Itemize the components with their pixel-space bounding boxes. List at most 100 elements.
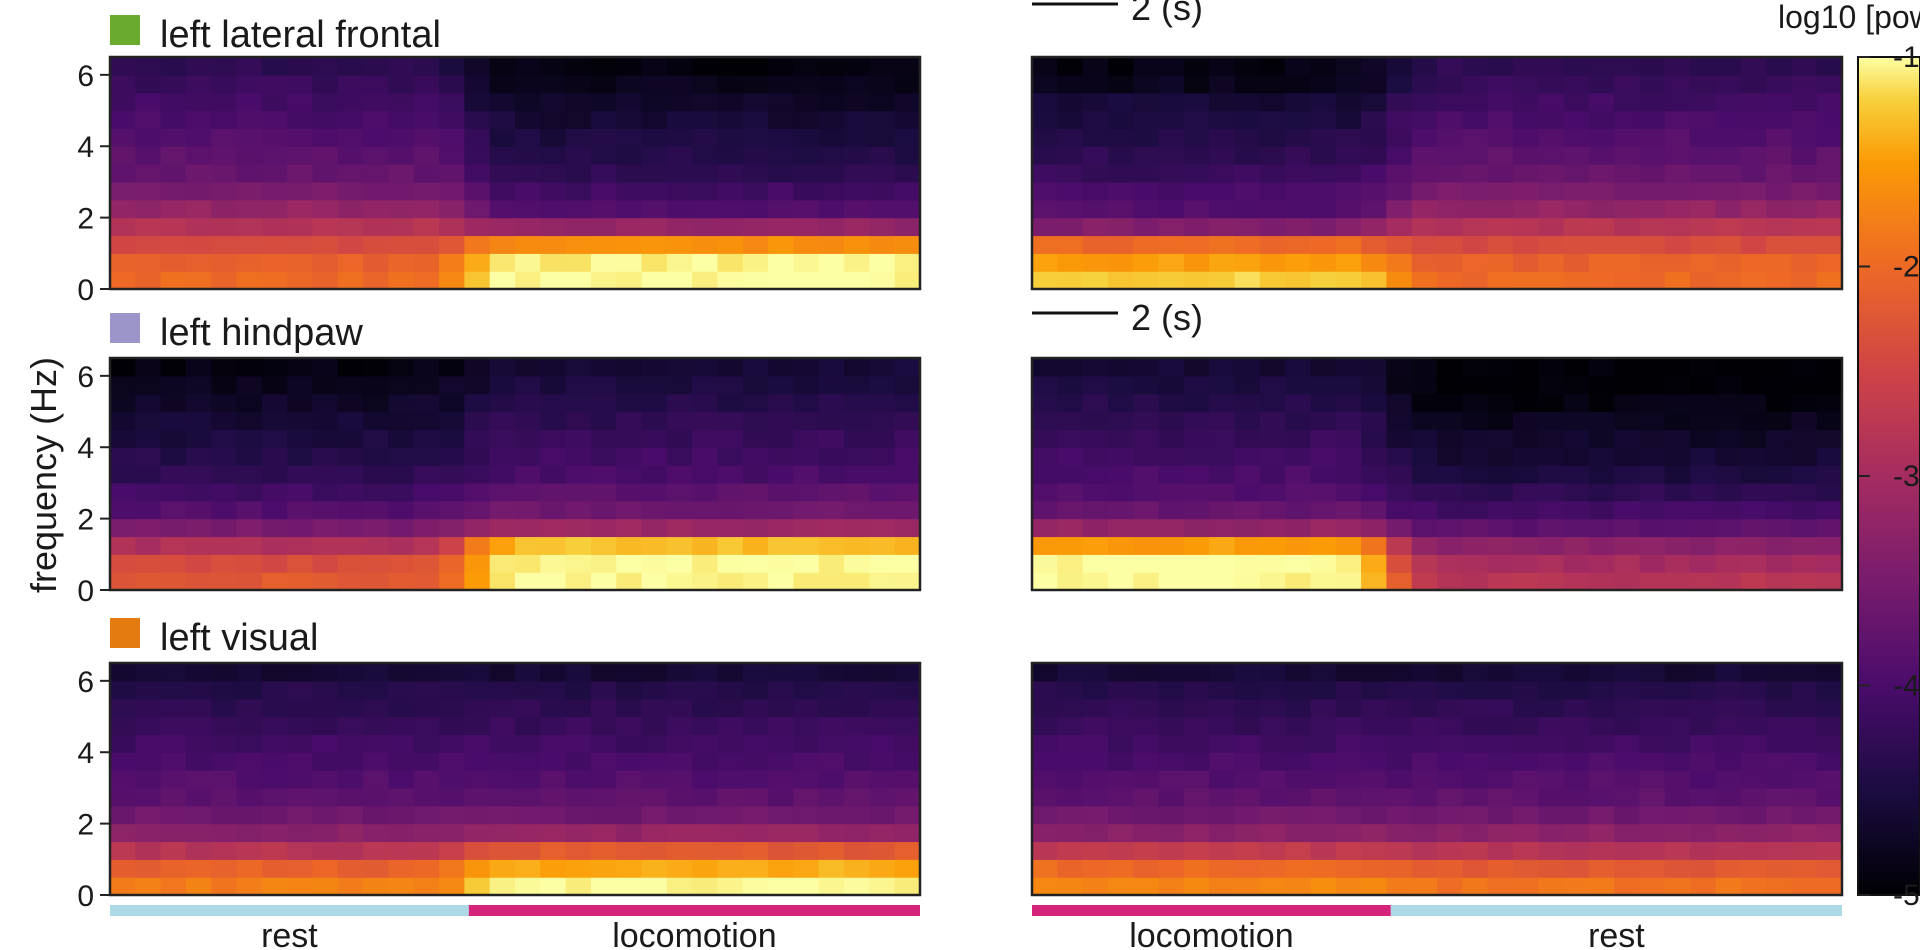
- colorbar-tick-label: -5: [1893, 879, 1920, 912]
- heatmap-cell: [110, 74, 136, 94]
- heatmap-cell: [236, 716, 263, 735]
- heatmap-cell: [1234, 429, 1261, 448]
- heatmap-cell: [1639, 57, 1666, 76]
- heatmap-cell: [1791, 752, 1818, 771]
- heatmap-cell: [312, 482, 339, 502]
- heatmap-cell: [287, 429, 314, 448]
- heatmap-cell: [1361, 146, 1387, 165]
- heatmap-cell: [1285, 518, 1312, 538]
- heatmap-cell: [894, 518, 921, 538]
- heatmap-cell: [261, 465, 288, 484]
- heatmap-cell: [1411, 92, 1438, 112]
- heatmap-cell: [1614, 375, 1641, 395]
- heatmap-cell: [1032, 128, 1058, 147]
- heatmap-cell: [1386, 110, 1413, 129]
- heatmap-cell: [616, 554, 643, 573]
- heatmap-cell: [540, 787, 567, 807]
- heatmap-cell: [1791, 518, 1818, 538]
- heatmap-cell: [1664, 271, 1691, 290]
- heatmap-cell: [768, 787, 795, 807]
- heatmap-cell: [261, 74, 288, 94]
- heatmap-cell: [1361, 482, 1387, 502]
- heatmap-cell: [261, 447, 288, 466]
- heatmap-cell: [616, 500, 643, 520]
- heatmap-cell: [869, 734, 896, 753]
- heatmap-cell: [1563, 253, 1590, 272]
- heatmap-cell: [515, 554, 541, 573]
- heatmap-cell: [1310, 841, 1337, 860]
- heatmap-cell: [666, 787, 693, 807]
- heatmap-cell: [1690, 500, 1717, 520]
- heatmap-cell: [1563, 823, 1590, 843]
- heatmap-cell: [1310, 393, 1337, 413]
- heatmap-cell: [1082, 375, 1109, 395]
- heatmap-cell: [641, 805, 668, 825]
- heatmap-cell: [1032, 554, 1058, 573]
- heatmap-cell: [337, 482, 364, 502]
- heatmap-cell: [666, 253, 693, 272]
- heatmap-cell: [641, 199, 668, 219]
- heatmap-cell: [1158, 411, 1185, 430]
- heatmap-cell: [1158, 128, 1185, 147]
- heatmap-cell: [413, 235, 440, 254]
- heatmap-cell: [515, 663, 541, 682]
- heatmap-cell: [692, 787, 719, 807]
- heatmap-cell: [1057, 877, 1084, 896]
- heatmap-cell: [1285, 859, 1312, 878]
- heatmap-cell: [1259, 92, 1286, 112]
- heatmap-cell: [717, 752, 744, 771]
- heatmap-cell: [1664, 787, 1691, 807]
- heatmap-cell: [287, 164, 314, 183]
- heatmap-cell: [742, 877, 769, 896]
- heatmap-cell: [1538, 447, 1565, 466]
- heatmap-cell: [1285, 181, 1312, 201]
- heatmap-cell: [540, 235, 567, 254]
- heatmap-cell: [439, 716, 465, 735]
- heatmap-cell: [1538, 74, 1565, 94]
- heatmap-cell: [337, 271, 364, 290]
- heatmap-cell: [1057, 271, 1084, 290]
- heatmap-cell: [1588, 358, 1615, 377]
- heatmap-cell: [1158, 74, 1185, 94]
- heatmap-cell: [1639, 411, 1666, 430]
- heatmap-cell: [464, 859, 491, 878]
- heatmap-cell: [793, 841, 820, 860]
- heatmap-cell: [1614, 554, 1641, 573]
- heatmap-cell: [261, 877, 288, 896]
- heatmap-cell: [1411, 358, 1438, 377]
- heatmap-cell: [1690, 770, 1717, 789]
- heatmap-cell: [844, 787, 870, 807]
- heatmap-cell: [236, 482, 263, 502]
- heatmap-cell: [1487, 770, 1514, 789]
- heatmap-cell: [1411, 770, 1438, 789]
- heatmap-cell: [1437, 554, 1463, 573]
- heatmap-cell: [1361, 698, 1387, 718]
- heatmap-cell: [1032, 859, 1058, 878]
- heatmap-cell: [1791, 164, 1818, 183]
- heatmap-cell: [160, 752, 187, 771]
- heatmap-cell: [464, 680, 491, 700]
- heatmap-cell: [1437, 805, 1463, 825]
- heatmap-cell: [185, 680, 212, 700]
- heatmap-cell: [363, 787, 390, 807]
- heatmap-cell: [666, 518, 693, 538]
- heatmap-cell: [894, 805, 921, 825]
- heatmap-cell: [1487, 92, 1514, 112]
- heatmap-cell: [1386, 500, 1413, 520]
- heatmap-cell: [1183, 429, 1210, 448]
- heatmap-cell: [489, 235, 516, 254]
- heatmap-cell: [1690, 57, 1717, 76]
- heatmap-cell: [641, 859, 668, 878]
- heatmap-cell: [439, 823, 465, 843]
- heatmap-cell: [1588, 787, 1615, 807]
- heatmap-cell: [1664, 716, 1691, 735]
- heatmap-cell: [1563, 57, 1590, 76]
- heatmap-cell: [1588, 698, 1615, 718]
- heatmap-cell: [540, 518, 567, 538]
- heatmap-cell: [1690, 110, 1717, 129]
- heatmap-cell: [1437, 734, 1463, 753]
- heatmap-cell: [515, 841, 541, 860]
- heatmap-cell: [439, 859, 465, 878]
- heatmap-cell: [110, 146, 136, 165]
- heatmap-cell: [742, 74, 769, 94]
